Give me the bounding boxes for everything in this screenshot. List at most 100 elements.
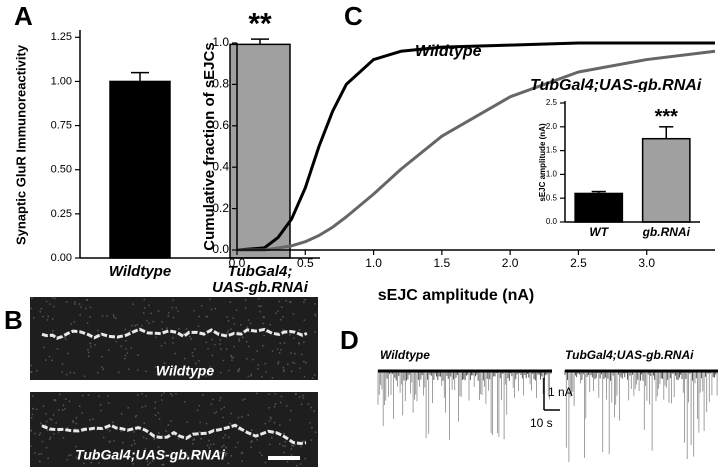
noise [30,371,32,374]
x-tick-label: Wildtype [108,264,172,280]
noise [144,448,147,450]
noise [273,431,276,433]
noise [163,362,166,364]
noise [147,453,150,456]
noise [250,429,253,431]
noise [289,409,292,412]
noise [309,422,311,424]
noise [224,451,226,453]
noise [87,351,90,354]
noise [106,315,108,317]
noise [126,352,129,354]
noise [264,362,266,365]
noise [73,321,76,323]
y-axis-label: Cumulative fraction of sEJCs [201,42,218,250]
noise [233,323,236,325]
noise [144,405,147,407]
noise [250,446,252,449]
noise [62,404,65,407]
noise [79,314,81,316]
noise [75,445,77,448]
noise [125,348,127,350]
noise [89,306,92,309]
noise [286,461,289,463]
noise [141,325,143,327]
noise [300,445,302,448]
noise [127,407,129,409]
noise [145,370,147,373]
noise [172,337,174,339]
noise [62,437,65,439]
noise [244,299,247,301]
noise [155,336,157,338]
noise [304,457,306,460]
noise [151,460,154,462]
noise [65,373,68,376]
noise [154,414,157,417]
noise [240,452,243,455]
noise [282,445,284,447]
noise [238,340,241,342]
noise [167,315,170,317]
noise [220,408,223,410]
noise [171,306,173,309]
noise [58,393,61,396]
noise [208,439,210,442]
noise [234,446,237,449]
noise [46,319,49,321]
category-label-box: TubGal4; UAS-gb.RNAi [212,264,308,295]
noise [148,322,150,324]
noise [313,374,316,376]
noise [172,367,175,369]
panel-letter: D [340,325,359,355]
noise [250,374,252,377]
noise [34,432,36,435]
noise [264,461,267,464]
noise [264,422,267,425]
noise [85,298,88,301]
y-tick-label: 0.00 [51,252,72,264]
noise [314,331,316,333]
y-tick-label: 0.4 [212,159,229,173]
noise [107,349,110,351]
x-tick-label: 0.5 [297,256,314,270]
noise [235,309,238,312]
noise [177,435,179,437]
noise [305,361,307,364]
noise [102,368,104,370]
noise [66,458,68,461]
noise [298,396,301,398]
noise [237,331,239,333]
noise [300,403,303,406]
noise [241,399,244,401]
noise [49,436,52,439]
y-tick-label: 0.0 [546,217,558,226]
noise [161,399,163,401]
noise [153,437,156,439]
noise [141,392,143,395]
series-label: Wildtype [415,43,482,60]
micrograph [30,297,318,380]
noise [251,440,253,442]
noise [209,298,211,300]
noise [260,375,263,378]
noise [113,316,115,318]
noise [167,312,170,314]
noise [61,409,64,411]
noise [49,418,51,420]
noise [211,354,214,357]
noise [270,417,272,420]
noise [51,359,54,362]
noise [143,307,146,309]
noise [280,306,283,308]
noise [303,341,305,343]
noise [41,440,44,443]
noise [296,464,298,467]
noise [271,350,274,352]
noise [241,336,244,339]
noise [141,406,144,408]
noise [244,398,246,400]
noise [298,329,301,331]
noise [133,443,136,445]
noise [246,358,248,360]
